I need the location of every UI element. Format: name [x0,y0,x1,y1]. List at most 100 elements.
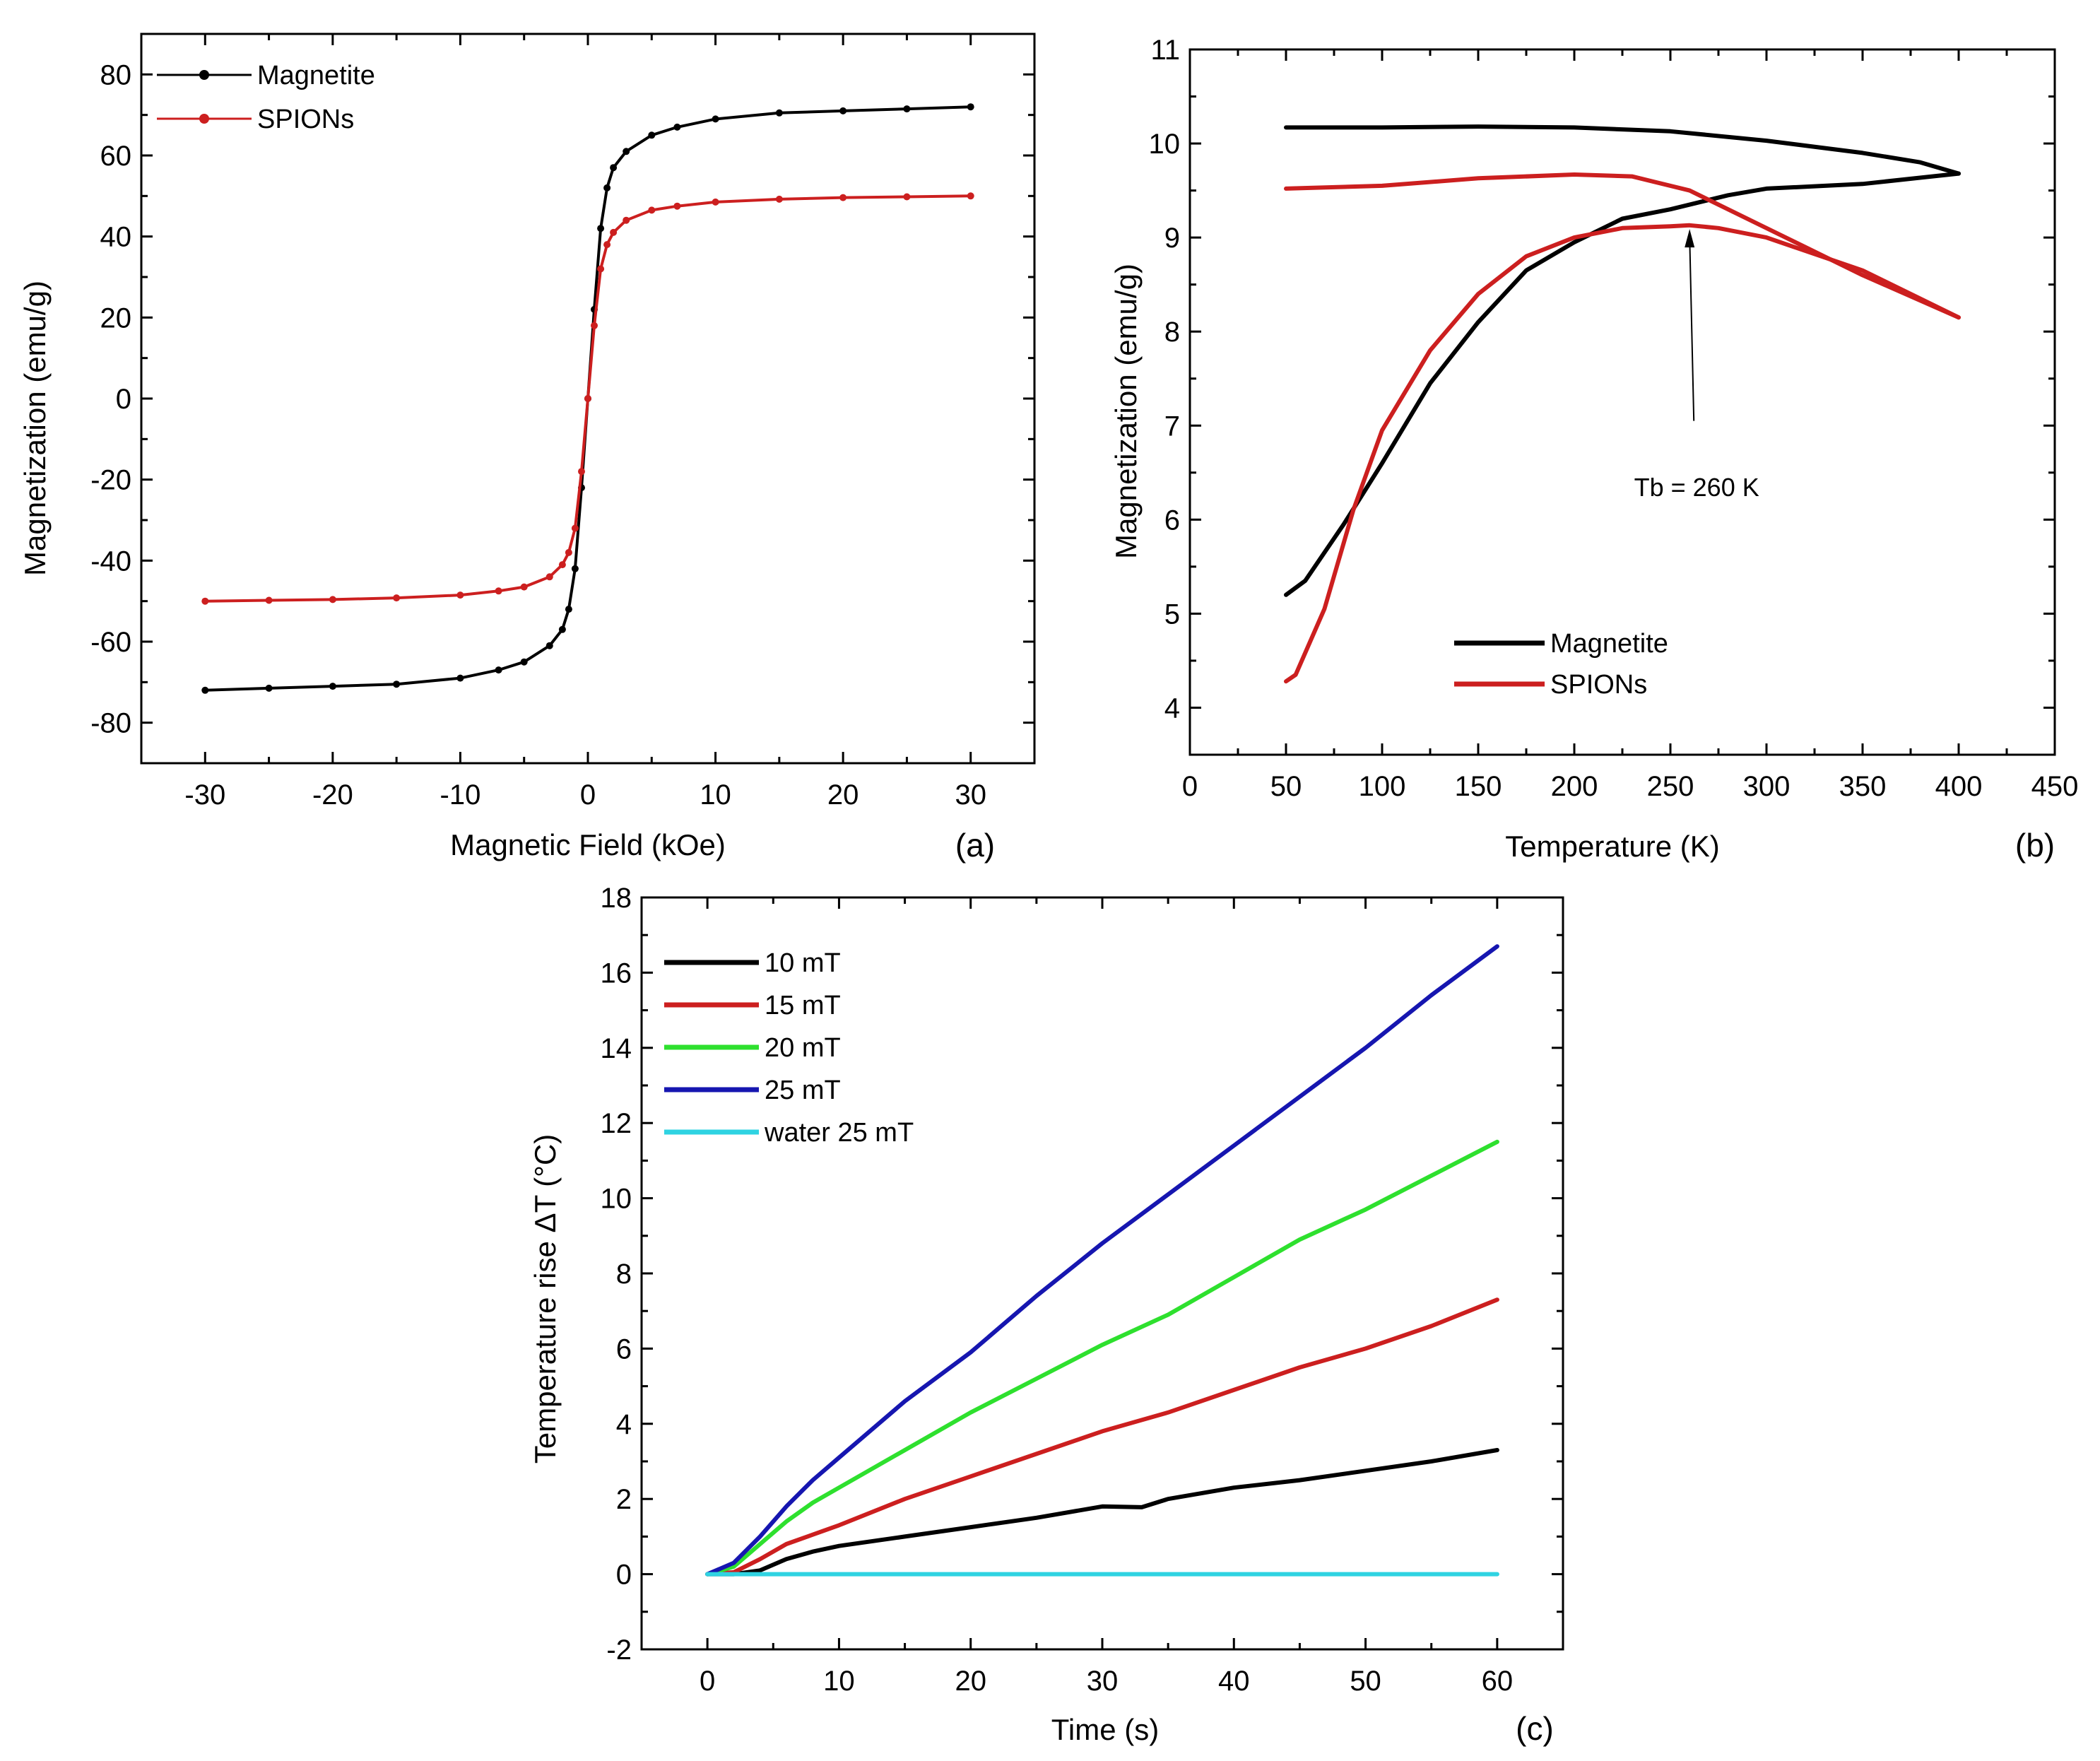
panel-b-x-tick-label: 300 [1743,771,1791,802]
panel-b-x-tick-label: 200 [1551,771,1598,802]
panel-b-y-tick-label: 9 [1164,223,1180,254]
panel-c-y-tick-label: 10 [601,1184,632,1215]
panel-a-y-tick-label: -40 [90,546,131,577]
panel-a-series-spions-point [584,395,591,402]
panel-c-y-tick-label: 16 [601,958,632,989]
panel-a-legend: Magnetite SPIONs [157,61,375,134]
panel-a-series-magnetite-point [545,642,553,649]
panel-b-chart: 0 50 100 150 200 250 300 350 400 450 4 5 6 7 8 9 10 11 Mag… [1109,35,2078,864]
panel-c-chart: 0 10 20 30 40 50 60 -2 0 2 4 6 8 10 12 14 16 18 10 mT 15 mT… [529,883,1564,1747]
panel-a-series-spions-point [775,195,783,203]
panel-c-legend-label-20-mt: 20 mT [765,1033,841,1063]
panel-c-legend: 10 mT 15 mT 20 mT 25 mT water 25 mT [664,948,914,1148]
panel-a-y-tick-label: -80 [90,708,131,739]
panel-a-series-spions-point [265,596,273,604]
panel-a-series-spions-point [712,198,719,206]
panel-c-y-tick-label: 12 [601,1108,632,1139]
panel-b-x-tick-label: 250 [1647,771,1694,802]
panel-c-series-20-mt-line [705,1139,1499,1577]
panel-a-series-spions-point [329,596,336,603]
panel-a-series-magnetite-point [839,107,847,114]
panel-a-legend-label-magnetite: Magnetite [257,61,375,90]
panel-a-series-spions-point [603,241,611,249]
panel-a-series-magnetite-point [775,109,783,117]
panel-a-series-magnetite-point [623,148,630,155]
panel-a-series-magnetite-point [201,686,209,694]
panel-c-y-tick-label: 6 [616,1333,632,1365]
panel-a-x-tick-label: 10 [700,779,731,811]
panel-a-series-magnetite-point [495,666,502,674]
panel-a-series-magnetite-point [520,658,528,666]
panel-a-series-spions-point [571,524,579,532]
panel-c-x-tick-label: 20 [955,1666,986,1697]
panel-a-series-spions-point [610,228,618,236]
panel-c-x-tick-label: 60 [1482,1666,1514,1697]
panel-a-x-axis-label: Magnetic Field (kOe) [450,828,726,861]
panel-a-series-magnetite-point [712,115,719,123]
panel-a-x-tick-label: -20 [312,779,353,811]
panel-a-series-spions-point [456,591,464,599]
panel-c-legend-label-15-mt: 15 mT [765,991,841,1020]
panel-b-series-spions-zfc-line [1284,223,1961,684]
panel-b-x-tick-label: 0 [1182,771,1198,802]
panel-a-series-magnetite-point [265,684,273,692]
panel-a-plot-area: -30 -20 -10 0 10 20 30 -80 -60 -40 -20 0 20 40 60 80 Mag… [90,33,1036,811]
panel-c-y-axis-label: Temperature rise ΔT (°C) [529,1134,562,1464]
panel-a-y-tick-label: -20 [90,465,131,496]
panel-a-series-magnetite-point [329,683,336,690]
panel-b-y-tick-label: 10 [1149,129,1181,160]
panel-b-x-tick-label: 350 [1839,771,1887,802]
panel-a-series-spions-point [903,193,911,201]
panel-b-x-tick-label: 50 [1270,771,1302,802]
panel-a-x-tick-label: 0 [580,779,596,811]
panel-c-y-tick-label: 18 [601,883,632,914]
panel-c-x-axis-label: Time (s) [1051,1713,1159,1746]
panel-c-y-tick-label: 8 [616,1259,632,1290]
panel-c-x-tick-label: 40 [1218,1666,1250,1697]
panel-b-y-tick-label: 6 [1164,505,1180,536]
panel-a-series-spions-point [648,206,656,214]
panel-c-y-tick-label: 0 [616,1560,632,1591]
panel-a-series-spions-point [597,265,605,273]
panel-c-tag: (c) [1516,1710,1554,1747]
panel-b-legend-label-spions: SPIONs [1550,670,1647,700]
panel-c-legend-label-25-mt: 25 mT [765,1076,841,1105]
panel-a-series-magnetite-point [673,123,681,131]
panel-b-annotation-arrow-head [1685,229,1695,248]
panel-c-series-25-mt-line [705,944,1499,1577]
panel-c-legend-label-water-25-mt: water 25 mT [764,1118,914,1148]
panel-a-tag: (a) [955,827,995,864]
panel-a-x-tick-label: 30 [955,779,986,811]
panel-c-series-10-mt-line [705,1448,1499,1577]
panel-a-series-magnetite-point [393,681,401,688]
panel-a-series-spions-point [520,583,528,591]
panel-b-x-tick-label: 100 [1359,771,1406,802]
panel-a-series-spions-point [565,548,572,556]
panel-b-x-tick-label: 400 [1935,771,1983,802]
panel-b-y-axis-label: Magnetization (emu/g) [1109,264,1143,559]
panel-a-y-tick-label: 20 [100,302,132,334]
panel-b-y-tick-label: 7 [1164,411,1180,442]
panel-a-series-spions-point [393,594,401,602]
panel-c-x-tick-label: 50 [1350,1666,1381,1697]
panel-a-y-tick-label: 60 [100,141,132,172]
panel-c-y-tick-label: 14 [601,1033,632,1064]
panel-a-series-magnetite-point [597,225,605,232]
panel-c-x-tick-label: 0 [700,1666,715,1697]
panel-a-series-spions-point [673,202,681,210]
panel-a-x-tick-label: -30 [184,779,225,811]
panel-a-series-spions-point [545,573,553,581]
panel-a-series-spions-point [558,561,566,569]
panel-b-legend-label-magnetite: Magnetite [1550,629,1668,659]
panel-a-series-magnetite-point [648,131,656,139]
panel-c-y-tick-label: 2 [616,1484,632,1515]
panel-a-series-magnetite-point [603,184,611,192]
panel-c-series-15-mt-line [705,1297,1499,1577]
panel-c-y-tick-label: 4 [616,1409,632,1440]
panel-a-series-spions-point [201,597,209,605]
panel-c-y-tick-label: -2 [606,1635,632,1666]
panel-b-y-tick-label: 5 [1164,599,1180,630]
panel-a-series-magnetite-point [571,565,579,572]
